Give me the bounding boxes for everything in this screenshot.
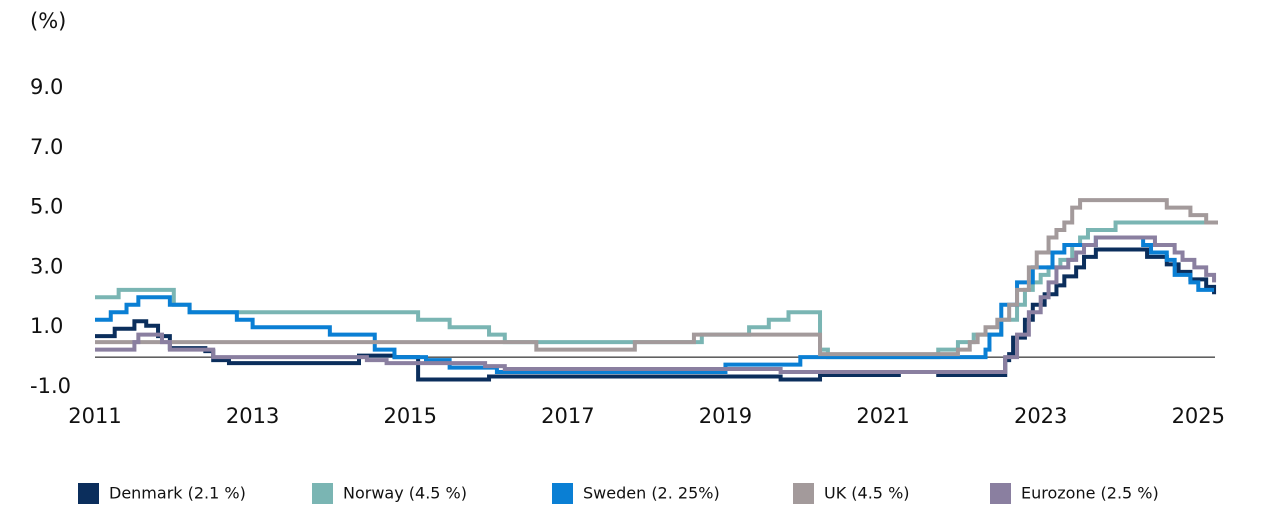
x-tick-label: 2011 bbox=[68, 404, 121, 428]
x-tick-label: 2015 bbox=[384, 404, 437, 428]
legend-swatch bbox=[552, 483, 573, 504]
x-tick-label: 2025 bbox=[1172, 404, 1225, 428]
x-tick-label: 2019 bbox=[699, 404, 752, 428]
y-tick-label: 7.0 bbox=[30, 135, 63, 159]
series-line bbox=[95, 235, 1215, 375]
legend-swatch bbox=[990, 483, 1011, 504]
series-line bbox=[95, 235, 1217, 375]
x-tick-label: 2017 bbox=[541, 404, 594, 428]
y-tick-label: -1.0 bbox=[30, 374, 71, 398]
x-tick-label: 2023 bbox=[1014, 404, 1067, 428]
legend-swatch bbox=[312, 483, 333, 504]
y-tick-label: 5.0 bbox=[30, 195, 63, 219]
y-tick-label: 3.0 bbox=[30, 254, 63, 278]
series-line bbox=[95, 198, 1218, 357]
legend-swatch bbox=[793, 483, 814, 504]
y-axis-label: (%) bbox=[30, 9, 66, 33]
legend-label: Sweden (2. 25%) bbox=[583, 484, 720, 503]
legend-label: Eurozone (2.5 %) bbox=[1021, 484, 1159, 503]
x-tick-label: 2013 bbox=[226, 404, 279, 428]
legend-label: Denmark (2.1 %) bbox=[109, 484, 246, 503]
x-tick-label: 2021 bbox=[856, 404, 909, 428]
y-tick-label: 9.0 bbox=[30, 75, 63, 99]
legend-label: UK (4.5 %) bbox=[824, 484, 910, 503]
y-tick-label: 1.0 bbox=[30, 314, 63, 338]
legend-label: Norway (4.5 %) bbox=[343, 484, 467, 503]
legend-swatch bbox=[78, 483, 99, 504]
